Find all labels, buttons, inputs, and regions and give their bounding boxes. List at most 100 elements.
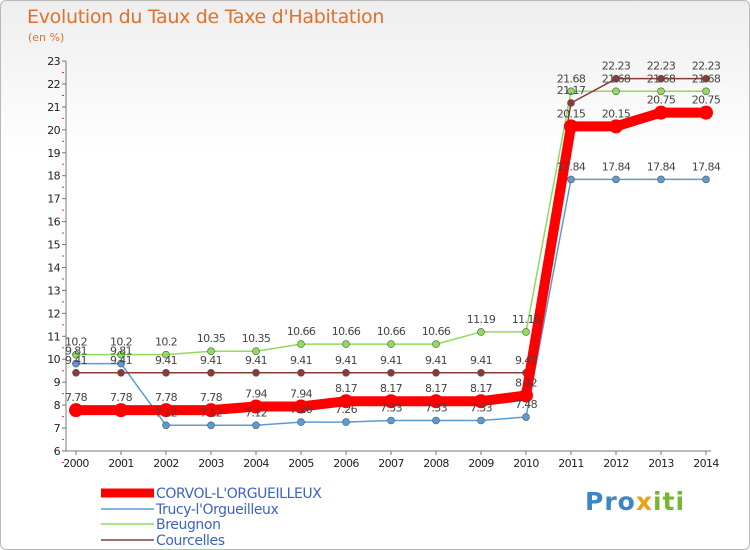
data-label: 7.78 bbox=[65, 391, 88, 404]
data-point bbox=[294, 399, 308, 414]
data-label: 7.94 bbox=[245, 387, 268, 400]
y-tick-label: 16 bbox=[47, 216, 60, 229]
y-tick-label: 19 bbox=[47, 147, 60, 160]
data-label: 7.33 bbox=[470, 401, 493, 414]
data-point bbox=[702, 74, 710, 83]
y-tick-label: 13 bbox=[47, 284, 60, 297]
data-label: 9.41 bbox=[155, 354, 177, 367]
logo-part-3: iti bbox=[652, 487, 686, 516]
data-point bbox=[522, 328, 530, 336]
legend-label: Courcelles bbox=[156, 533, 225, 549]
data-point bbox=[159, 403, 173, 418]
y-tick-label: 22 bbox=[47, 78, 60, 91]
x-tick-label: 2007 bbox=[378, 457, 404, 470]
y-tick-label: 7 bbox=[54, 422, 61, 435]
data-point bbox=[564, 119, 578, 134]
data-label: 9.41 bbox=[245, 354, 267, 367]
data-point bbox=[477, 368, 485, 377]
data-label: 10.2 bbox=[110, 336, 132, 349]
x-tick-label: 2000 bbox=[63, 457, 89, 470]
data-point bbox=[339, 394, 353, 409]
data-label: 7.26 bbox=[290, 403, 313, 416]
data-label: 7.12 bbox=[200, 406, 222, 419]
data-label: 8.17 bbox=[470, 382, 493, 395]
data-point bbox=[117, 359, 125, 368]
data-label: 7.78 bbox=[110, 391, 133, 404]
data-label: 21.68 bbox=[647, 72, 676, 85]
x-tick-label: 2013 bbox=[648, 457, 674, 470]
x-tick-label: 2012 bbox=[603, 457, 629, 470]
data-label: 9.41 bbox=[335, 354, 357, 367]
data-point bbox=[72, 359, 80, 368]
data-point bbox=[477, 328, 485, 336]
legend-label: Breugnon bbox=[156, 517, 221, 533]
data-label: 8.17 bbox=[425, 382, 448, 395]
data-point bbox=[249, 399, 263, 414]
y-tick-label: 18 bbox=[47, 170, 60, 183]
data-label: 21.68 bbox=[557, 72, 586, 85]
data-label: 22.23 bbox=[647, 60, 676, 73]
x-tick-label: 2001 bbox=[108, 457, 134, 470]
data-label: 22.23 bbox=[692, 60, 721, 73]
data-point bbox=[207, 421, 215, 430]
data-label: 9.41 bbox=[65, 354, 87, 367]
y-tick-label: 17 bbox=[47, 193, 60, 206]
data-label: 7.12 bbox=[245, 406, 267, 419]
data-point bbox=[297, 418, 305, 426]
data-point bbox=[387, 416, 395, 425]
y-tick-label: 6 bbox=[54, 445, 61, 458]
data-label: 9.41 bbox=[200, 354, 222, 367]
data-label: 17.84 bbox=[557, 160, 586, 173]
data-label: 21.68 bbox=[692, 72, 721, 85]
data-label: 7.94 bbox=[290, 387, 313, 400]
data-point bbox=[432, 368, 440, 377]
data-point bbox=[702, 87, 710, 96]
x-tick-label: 2003 bbox=[198, 457, 224, 470]
chart-unit-label: (en %) bbox=[28, 31, 65, 44]
data-point bbox=[654, 105, 668, 120]
x-tick-label: 2005 bbox=[288, 457, 314, 470]
data-label: 17.84 bbox=[692, 160, 721, 173]
data-label: 20.75 bbox=[647, 94, 676, 107]
data-point bbox=[162, 350, 170, 359]
data-point bbox=[387, 368, 395, 377]
y-tick-label: 20 bbox=[47, 124, 60, 137]
data-point bbox=[702, 175, 710, 184]
data-label: 9.41 bbox=[425, 354, 447, 367]
x-tick-label: 2008 bbox=[423, 457, 449, 470]
data-point bbox=[342, 418, 350, 426]
data-point bbox=[204, 403, 218, 418]
data-point bbox=[384, 394, 398, 409]
data-point bbox=[699, 105, 713, 120]
data-label: 10.66 bbox=[422, 325, 451, 338]
data-point bbox=[519, 388, 533, 403]
data-point bbox=[567, 175, 575, 184]
data-point bbox=[207, 368, 215, 377]
data-label: 7.78 bbox=[200, 391, 223, 404]
x-tick-label: 2006 bbox=[333, 457, 359, 470]
data-point bbox=[162, 368, 170, 377]
y-tick-label: 8 bbox=[54, 399, 61, 412]
data-label: 7.33 bbox=[380, 401, 403, 414]
data-point bbox=[252, 421, 260, 430]
x-tick-label: 2009 bbox=[468, 457, 494, 470]
logo-part-2: x bbox=[635, 487, 653, 516]
y-tick-label: 10 bbox=[47, 353, 60, 366]
data-label: 8.17 bbox=[335, 382, 358, 395]
data-point bbox=[612, 175, 620, 184]
data-label: 20.15 bbox=[557, 107, 586, 120]
data-label: 21.68 bbox=[602, 72, 631, 85]
data-label: 17.84 bbox=[602, 160, 631, 173]
data-point bbox=[432, 416, 440, 425]
data-label: 9.41 bbox=[290, 354, 312, 367]
data-point bbox=[297, 368, 305, 377]
proxiti-logo: Proxiti bbox=[585, 487, 685, 516]
data-point bbox=[567, 87, 575, 96]
data-label: 20.15 bbox=[602, 107, 631, 120]
data-label: 9.81 bbox=[65, 345, 87, 358]
data-label: 10.35 bbox=[197, 332, 226, 345]
data-point bbox=[387, 340, 395, 348]
data-point bbox=[612, 74, 620, 83]
logo-part-1: Pro bbox=[585, 487, 636, 516]
